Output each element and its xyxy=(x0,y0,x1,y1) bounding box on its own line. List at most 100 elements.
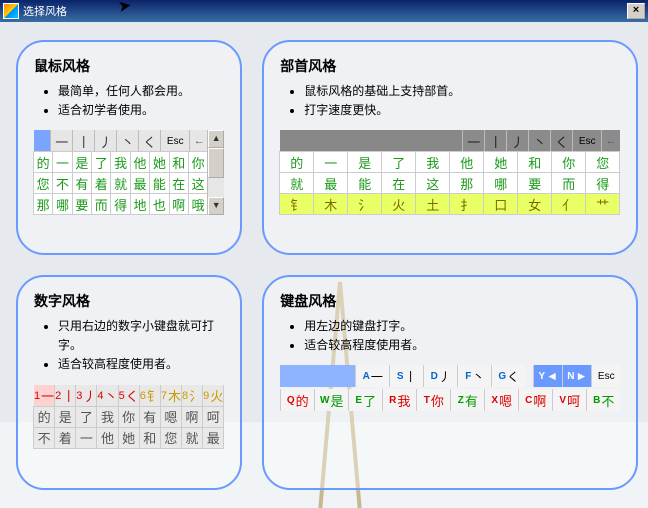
candidate-char[interactable]: 得 xyxy=(585,172,620,194)
candidate-char[interactable]: 最 xyxy=(202,427,224,449)
candidate-char[interactable]: 我 xyxy=(96,406,118,428)
number-key[interactable]: 1一 xyxy=(34,385,55,407)
candidate-char[interactable]: 你 xyxy=(551,151,586,173)
candidate-char[interactable]: 她 xyxy=(149,151,169,173)
candidate-char[interactable]: 啊 xyxy=(169,193,189,215)
radical-key[interactable]: 钅 xyxy=(279,193,314,215)
candidate-char[interactable]: 在 xyxy=(381,172,416,194)
candidate-char[interactable]: 他 xyxy=(96,427,118,449)
number-key[interactable]: 4丶 xyxy=(97,385,118,407)
radical-key[interactable]: 木 xyxy=(313,193,348,215)
candidate-char[interactable]: 你 xyxy=(118,406,140,428)
radical-key[interactable]: 亻 xyxy=(551,193,586,215)
letter-key[interactable]: B不 xyxy=(586,389,620,411)
esc-key[interactable]: Esc xyxy=(572,130,601,152)
letter-key[interactable]: Gく xyxy=(491,365,525,387)
letter-key[interactable]: Z有 xyxy=(450,389,484,411)
stroke-key[interactable]: 丨 xyxy=(484,130,506,152)
candidate-char[interactable]: 您 xyxy=(160,427,182,449)
candidate-char[interactable]: 就 xyxy=(110,172,130,194)
letter-key[interactable]: A一 xyxy=(355,365,389,387)
candidate-char[interactable]: 要 xyxy=(72,193,92,215)
candidate-char[interactable]: 他 xyxy=(449,151,484,173)
card-mouse-style[interactable]: 鼠标风格 最简单，任何人都会用。 适合初学者使用。 一 丨 丿 丶 く Esc … xyxy=(16,40,242,255)
prev-arrow-icon[interactable]: ← xyxy=(601,130,620,152)
radical-key[interactable]: 扌 xyxy=(449,193,484,215)
card-radical-style[interactable]: 部首风格 鼠标风格的基础上支持部首。 打字速度更快。 一 丨 丿 丶 く Esc… xyxy=(262,40,638,255)
letter-key[interactable]: F丶 xyxy=(457,365,491,387)
candidate-char[interactable]: 是 xyxy=(72,151,92,173)
candidate-char[interactable]: 他 xyxy=(130,151,150,173)
candidate-char[interactable]: 就 xyxy=(279,172,314,194)
candidate-char[interactable]: 一 xyxy=(75,427,97,449)
letter-key[interactable]: S丨 xyxy=(389,365,423,387)
number-key[interactable]: 5く xyxy=(119,385,140,407)
candidate-char[interactable]: 我 xyxy=(415,151,450,173)
close-button[interactable]: × xyxy=(627,3,645,19)
candidate-char[interactable]: 这 xyxy=(188,172,208,194)
candidate-char[interactable]: 的 xyxy=(33,151,53,173)
scroll-up-icon[interactable]: ▲ xyxy=(208,130,224,148)
candidate-char[interactable]: 哪 xyxy=(52,193,72,215)
number-key[interactable]: 7木 xyxy=(161,385,182,407)
radical-key[interactable]: 口 xyxy=(483,193,518,215)
candidate-char[interactable]: 我 xyxy=(110,151,130,173)
stroke-key[interactable]: 一 xyxy=(462,130,484,152)
candidate-char[interactable]: 一 xyxy=(313,151,348,173)
candidate-char[interactable]: 她 xyxy=(483,151,518,173)
esc-key[interactable]: Esc xyxy=(160,130,189,152)
stroke-key[interactable]: く xyxy=(138,130,160,152)
candidate-char[interactable]: 就 xyxy=(181,427,203,449)
candidate-char[interactable]: 她 xyxy=(118,427,140,449)
candidate-char[interactable]: 您 xyxy=(33,172,53,194)
radical-key[interactable]: 氵 xyxy=(347,193,382,215)
candidate-char[interactable]: 哦 xyxy=(188,193,208,215)
letter-key[interactable]: T你 xyxy=(416,389,450,411)
letter-key[interactable]: D丿 xyxy=(423,365,457,387)
candidate-char[interactable]: 能 xyxy=(149,172,169,194)
stroke-key[interactable]: 丿 xyxy=(506,130,528,152)
nav-key[interactable]: N► xyxy=(562,365,591,387)
candidate-char[interactable]: 而 xyxy=(91,193,111,215)
letter-key[interactable]: R我 xyxy=(382,389,416,411)
candidate-char[interactable]: 要 xyxy=(517,172,552,194)
scroll-down-icon[interactable]: ▼ xyxy=(208,197,224,215)
stroke-key[interactable]: 丶 xyxy=(528,130,550,152)
stroke-key[interactable]: く xyxy=(550,130,572,152)
radical-key[interactable]: 土 xyxy=(415,193,450,215)
candidate-char[interactable]: 地 xyxy=(130,193,150,215)
candidate-char[interactable]: 的 xyxy=(279,151,314,173)
candidate-char[interactable]: 有 xyxy=(139,406,161,428)
radical-key[interactable]: 艹 xyxy=(585,193,620,215)
candidate-char[interactable]: 您 xyxy=(585,151,620,173)
letter-key[interactable]: Q的 xyxy=(280,389,314,411)
candidate-char[interactable]: 得 xyxy=(110,193,130,215)
candidate-char[interactable]: 了 xyxy=(75,406,97,428)
candidate-char[interactable]: 也 xyxy=(149,193,169,215)
scrollbar[interactable]: ▲ ▼ xyxy=(207,130,224,215)
card-number-style[interactable]: 数字风格 只用右边的数字小键盘就可打字。 适合较高程度使用者。 1一2丨3丿4丶… xyxy=(16,275,242,490)
card-keyboard-style[interactable]: 键盘风格 用左边的键盘打字。 适合较高程度使用者。 A一S丨D丿F丶Gく Y◄N… xyxy=(262,275,638,490)
candidate-char[interactable]: 和 xyxy=(139,427,161,449)
stroke-key[interactable]: 丶 xyxy=(116,130,138,152)
candidate-char[interactable]: 和 xyxy=(169,151,189,173)
esc-key[interactable]: Esc xyxy=(591,365,620,387)
number-key[interactable]: 6钅 xyxy=(140,385,161,407)
candidate-char[interactable]: 不 xyxy=(33,427,55,449)
candidate-char[interactable]: 哪 xyxy=(483,172,518,194)
letter-key[interactable]: E了 xyxy=(348,389,382,411)
candidate-char[interactable]: 不 xyxy=(52,172,72,194)
letter-key[interactable]: C啊 xyxy=(518,389,552,411)
number-key[interactable]: 9火 xyxy=(203,385,224,407)
candidate-char[interactable]: 是 xyxy=(54,406,76,428)
letter-key[interactable]: X嗯 xyxy=(484,389,518,411)
candidate-char[interactable]: 的 xyxy=(33,406,55,428)
candidate-char[interactable]: 啊 xyxy=(181,406,203,428)
candidate-char[interactable]: 那 xyxy=(33,193,53,215)
prev-arrow-icon[interactable]: ← xyxy=(189,130,208,152)
nav-key[interactable]: Y◄ xyxy=(533,365,562,387)
candidate-char[interactable]: 是 xyxy=(347,151,382,173)
number-key[interactable]: 8氵 xyxy=(182,385,203,407)
radical-key[interactable]: 女 xyxy=(517,193,552,215)
candidate-char[interactable]: 有 xyxy=(72,172,92,194)
